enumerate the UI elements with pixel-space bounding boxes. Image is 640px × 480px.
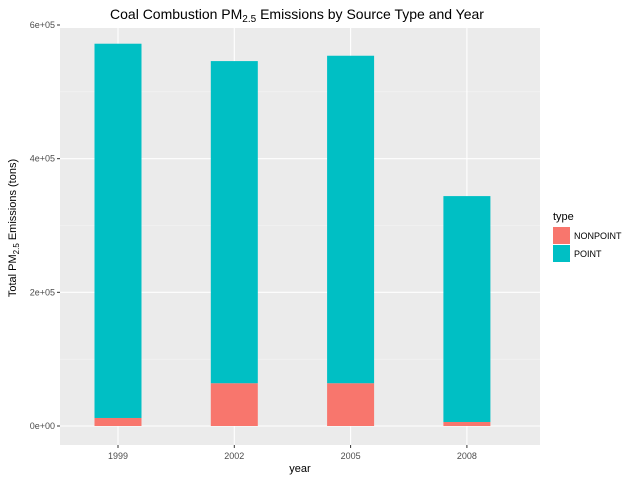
x-tick-label: 2008 — [457, 451, 477, 461]
bar-point-2002 — [210, 61, 258, 384]
x-tick-label: 2005 — [341, 451, 361, 461]
y-axis: 0e+00 2e+05 4e+05 6e+05 — [30, 20, 60, 431]
legend-label-nonpoint: NONPOINT — [574, 231, 622, 241]
chart-title-subscript: 2.5 — [242, 14, 256, 25]
y-axis-title-rest: Emissions (tons) — [7, 159, 19, 243]
chart-title-rest: Emissions by Source Type and Year — [256, 6, 484, 22]
bar-nonpoint-2002 — [210, 383, 258, 426]
y-tick-label: 2e+05 — [30, 287, 55, 297]
legend-key-point — [553, 245, 570, 262]
x-tick-label: 2002 — [224, 451, 244, 461]
chart-title: Coal Combustion PM2.5 Emissions by Sourc… — [110, 6, 484, 25]
legend-key-nonpoint — [553, 227, 570, 244]
y-tick-label: 0e+00 — [30, 421, 55, 431]
y-tick-label: 6e+05 — [30, 20, 55, 30]
legend: NONPOINT POINT — [553, 227, 622, 262]
x-tick-label: 1999 — [108, 451, 128, 461]
legend-label-point: POINT — [574, 249, 602, 259]
y-axis-title-main: Total PM — [7, 254, 19, 297]
legend-title: type — [553, 211, 574, 223]
chart-title-main: Coal Combustion PM — [110, 6, 242, 22]
bar-nonpoint-2005 — [327, 383, 375, 426]
bar-point-1999 — [94, 43, 142, 418]
y-axis-title-subscript: 2.5 — [12, 243, 21, 255]
y-axis-title: Total PM2.5 Emissions (tons) — [7, 159, 21, 297]
x-axis: 1999 2002 2005 2008 — [108, 445, 477, 461]
y-tick-label: 4e+05 — [30, 154, 55, 164]
bar-point-2008 — [443, 196, 491, 422]
bars — [94, 43, 491, 426]
bar-point-2005 — [327, 55, 375, 384]
bar-nonpoint-1999 — [94, 417, 142, 426]
x-axis-title: year — [289, 463, 311, 475]
bar-nonpoint-2008 — [443, 421, 491, 426]
